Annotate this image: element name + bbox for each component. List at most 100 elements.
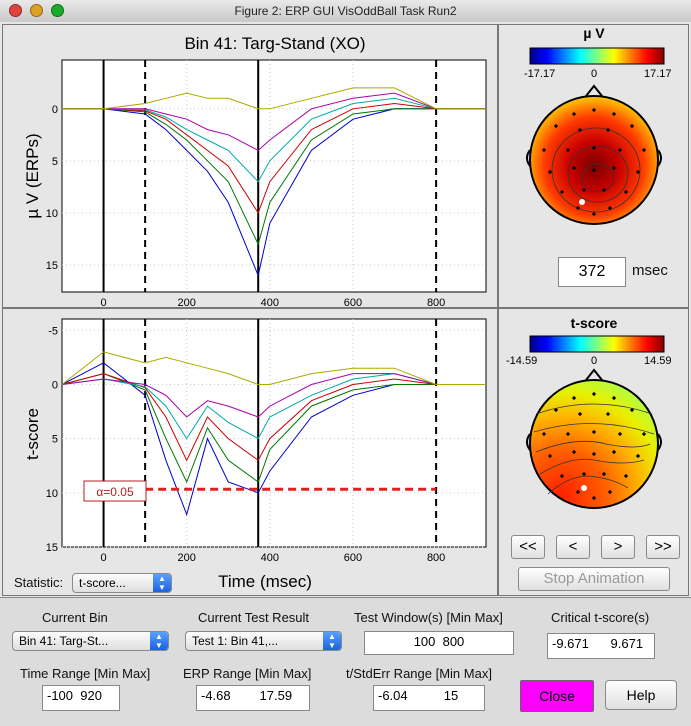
erp-range-input[interactable]: -4.68 17.59 bbox=[196, 685, 310, 711]
tstderr-range-label: t/StdErr Range [Min Max] bbox=[346, 666, 492, 681]
tscore-xtick-label: 0 bbox=[101, 552, 107, 564]
tscore-topo-map bbox=[526, 368, 662, 509]
electrode-marker bbox=[605, 411, 611, 417]
electrode-marker bbox=[591, 145, 597, 151]
select-arrows-icon: ▲ ▼ bbox=[153, 574, 171, 592]
erp-ytick-label: 0 bbox=[52, 104, 58, 116]
electrode-marker bbox=[591, 429, 597, 435]
tscore-xlabel: Time (msec) bbox=[218, 572, 312, 591]
minimize-window-icon[interactable] bbox=[30, 4, 43, 17]
electrode-marker bbox=[547, 453, 553, 459]
window-titlebar: Figure 2: ERP GUI VisOddBall Task Run2 bbox=[0, 0, 691, 23]
tscore-plot-axes bbox=[61, 318, 487, 548]
tscore-colorbar-min: -14.59 bbox=[506, 355, 537, 367]
erp-channel-line bbox=[62, 108, 486, 278]
electrode-marker bbox=[641, 147, 647, 153]
erp-ytick-label: 15 bbox=[46, 260, 58, 272]
electrode-marker bbox=[577, 127, 583, 133]
tscore-channel-line bbox=[61, 362, 486, 517]
tscore-ytick-label: 5 bbox=[52, 434, 58, 446]
test-window-input[interactable]: 100 800 bbox=[364, 631, 514, 655]
tscore-plot-panel bbox=[2, 308, 498, 596]
electrode-marker bbox=[601, 471, 607, 477]
alpha-label-box bbox=[83, 480, 147, 502]
electrode-marker bbox=[571, 165, 577, 171]
close-window-icon[interactable] bbox=[9, 4, 22, 17]
electrode-marker bbox=[607, 205, 613, 211]
tscore-ytick-label: 10 bbox=[46, 488, 58, 500]
tscore-channel-line bbox=[61, 373, 486, 484]
electrode-marker bbox=[565, 147, 571, 153]
tstderr-range-input[interactable]: -6.04 15 bbox=[373, 685, 485, 711]
electrode-marker bbox=[635, 453, 641, 459]
erp-ytick-label: 10 bbox=[46, 208, 58, 220]
figure-graphics: Bin 41: Targ-Stand (XO) µ V (ERPs) 0 200 4… bbox=[23, 25, 672, 591]
erp-plot-panel bbox=[2, 24, 498, 308]
tscore-xtick-label: 800 bbox=[427, 552, 445, 564]
critical-tscore-input[interactable]: -9.671 9.671 bbox=[547, 633, 655, 659]
erp-colorbar-mid: 0 bbox=[591, 68, 597, 80]
erp-xtick-label: 400 bbox=[261, 297, 279, 309]
electrode-marker bbox=[623, 473, 629, 479]
test-window-label: Test Window(s) [Min Max] bbox=[354, 610, 503, 625]
close-button[interactable]: Close bbox=[520, 680, 594, 712]
tscore-colorbar-max: 14.59 bbox=[644, 355, 672, 367]
current-bin-select[interactable]: Bin 41: Targ-St... ▲ ▼ bbox=[12, 631, 169, 651]
erp-topo-panel bbox=[498, 24, 689, 308]
electrode-marker bbox=[607, 489, 613, 495]
electrode-marker bbox=[575, 489, 581, 495]
erp-plot-title: Bin 41: Targ-Stand (XO) bbox=[184, 34, 365, 53]
first-frame-button[interactable]: << bbox=[511, 535, 545, 559]
electrode-marker bbox=[623, 189, 629, 195]
window-title: Figure 2: ERP GUI VisOddBall Task Run2 bbox=[234, 4, 457, 18]
electrode-marker bbox=[541, 147, 547, 153]
topo-time-input[interactable]: 372 bbox=[558, 257, 626, 287]
tscore-topo-panel bbox=[498, 308, 689, 596]
tscore-ytick-label: 15 bbox=[46, 542, 58, 554]
time-range-input[interactable]: -100 920 bbox=[42, 685, 120, 711]
tscore-xtick-label: 600 bbox=[344, 552, 362, 564]
erp-ylabel: µ V (ERPs) bbox=[23, 133, 42, 218]
electrode-marker bbox=[571, 395, 577, 401]
electrode-marker bbox=[581, 471, 587, 477]
tscore-colorbar-mid: 0 bbox=[591, 355, 597, 367]
current-test-select[interactable]: Test 1: Bin 41,... ▲ ▼ bbox=[185, 631, 342, 651]
zoom-window-icon[interactable] bbox=[51, 4, 64, 17]
current-bin-value: Bin 41: Targ-St... bbox=[19, 634, 109, 648]
tscore-ytick-label: -5 bbox=[48, 325, 58, 337]
select-arrows-icon: ▲ ▼ bbox=[150, 632, 168, 650]
electrode-marker bbox=[575, 205, 581, 211]
critical-tscore-label: Critical t-score(s) bbox=[551, 610, 650, 625]
stop-animation-button[interactable]: Stop Animation bbox=[518, 567, 670, 591]
last-frame-button[interactable]: >> bbox=[646, 535, 680, 559]
figure-area: Bin 41: Targ-Stand (XO) µ V (ERPs) 0 200 4… bbox=[0, 22, 691, 597]
erp-colorbar-min: -17.17 bbox=[524, 68, 555, 80]
prev-frame-button[interactable]: < bbox=[556, 535, 590, 559]
erp-range-label: ERP Range [Min Max] bbox=[183, 666, 312, 681]
electrode-marker bbox=[541, 431, 547, 437]
electrode-marker bbox=[611, 395, 617, 401]
statistic-select-value: t-score... bbox=[79, 576, 126, 590]
statistic-label: Statistic: bbox=[14, 575, 64, 590]
electrode-marker bbox=[611, 449, 617, 455]
tscore-xtick-label: 400 bbox=[261, 552, 279, 564]
time-range-label: Time Range [Min Max] bbox=[20, 666, 151, 681]
help-button[interactable]: Help bbox=[605, 680, 677, 710]
erp-topo-map bbox=[526, 84, 662, 225]
tscore-channel-line bbox=[61, 373, 486, 440]
tscore-colorbar bbox=[529, 335, 665, 353]
electrode-marker bbox=[565, 431, 571, 437]
next-frame-button[interactable]: > bbox=[601, 535, 635, 559]
electrode-marker bbox=[635, 169, 641, 175]
electrode-marker bbox=[571, 449, 577, 455]
electrode-marker bbox=[591, 391, 597, 397]
tscore-ylabel: t-score bbox=[23, 408, 42, 460]
erp-channel-line bbox=[62, 108, 486, 246]
electrode-marker bbox=[601, 187, 607, 193]
erp-xtick-label: 600 bbox=[344, 297, 362, 309]
erp-xtick-label: 200 bbox=[178, 297, 196, 309]
electrode-marker bbox=[611, 165, 617, 171]
control-panel: Current Bin Bin 41: Targ-St... ▲ ▼ Curren… bbox=[0, 597, 691, 726]
electrode-marker bbox=[553, 407, 559, 413]
statistic-select[interactable]: t-score... ▲ ▼ bbox=[72, 573, 172, 593]
